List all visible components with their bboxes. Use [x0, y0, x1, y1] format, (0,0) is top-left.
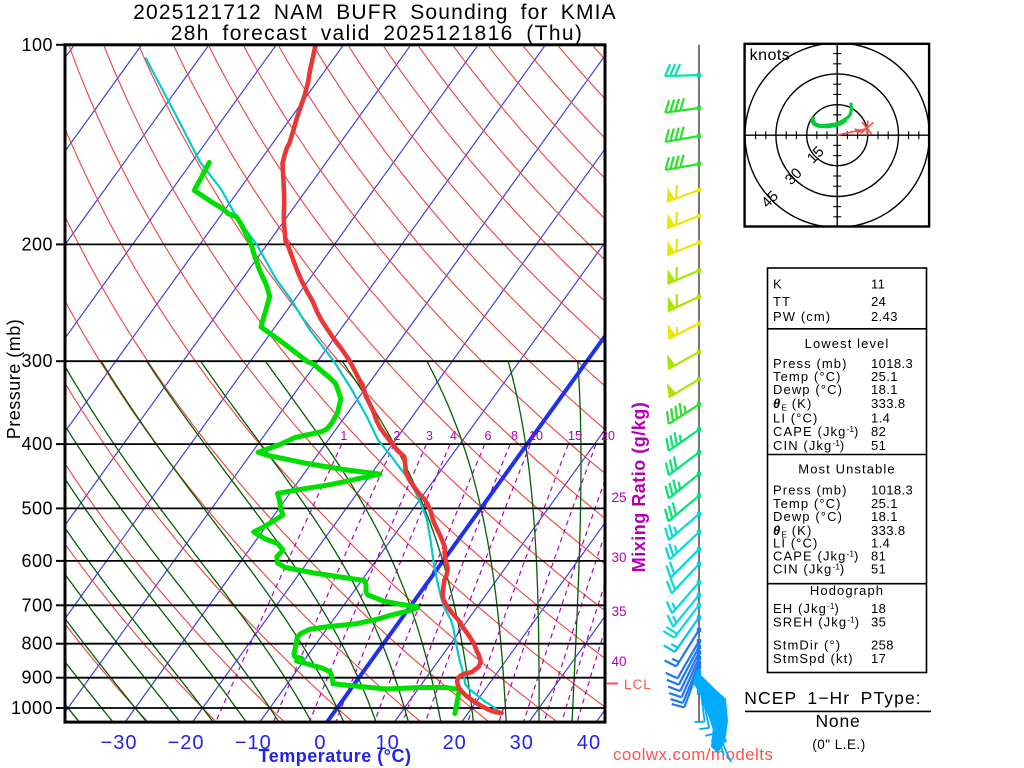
- svg-text:24: 24: [871, 294, 886, 309]
- svg-text:18.1: 18.1: [871, 509, 898, 524]
- svg-text:4: 4: [450, 429, 457, 443]
- svg-text:2: 2: [393, 429, 400, 443]
- svg-text:Temperature (°C): Temperature (°C): [259, 746, 412, 766]
- svg-text:40: 40: [611, 654, 626, 669]
- svg-text:−10: −10: [235, 732, 272, 754]
- svg-text:18.1: 18.1: [871, 382, 898, 397]
- svg-text:−20: −20: [168, 732, 205, 754]
- svg-text:Press (mb): Press (mb): [773, 482, 848, 497]
- svg-text:800: 800: [21, 634, 53, 654]
- svg-text:θE (K): θE (K): [773, 523, 812, 540]
- svg-text:20: 20: [601, 429, 615, 443]
- svg-text:258: 258: [871, 638, 894, 653]
- svg-text:StmDir (°): StmDir (°): [773, 638, 841, 653]
- svg-text:51: 51: [871, 438, 886, 453]
- svg-text:100: 100: [21, 35, 53, 55]
- svg-text:25: 25: [611, 490, 626, 505]
- svg-text:15: 15: [568, 429, 582, 443]
- svg-text:900: 900: [21, 668, 53, 688]
- svg-text:300: 300: [21, 351, 53, 371]
- svg-text:3: 3: [426, 429, 433, 443]
- svg-text:knots: knots: [750, 47, 791, 64]
- svg-text:2025121712 NAM BUFR Sounding f: 2025121712 NAM BUFR Sounding for KMIA: [133, 1, 617, 24]
- svg-text:25.1: 25.1: [871, 496, 898, 511]
- svg-text:28h forecast valid 2025121816: 28h forecast valid 2025121816 (Thu): [171, 22, 583, 45]
- svg-text:Hodograph: Hodograph: [810, 583, 884, 598]
- svg-text:600: 600: [21, 551, 53, 571]
- svg-text:500: 500: [21, 498, 53, 518]
- svg-text:17: 17: [871, 651, 886, 666]
- svg-text:10: 10: [529, 429, 543, 443]
- svg-text:Dewp (°C): Dewp (°C): [773, 509, 843, 524]
- svg-text:CIN (Jkg-1): CIN (Jkg-1): [773, 562, 845, 577]
- svg-text:1.4: 1.4: [871, 536, 890, 551]
- svg-text:1.4: 1.4: [871, 410, 890, 425]
- svg-text:coolwx.com/modelts: coolwx.com/modelts: [613, 745, 773, 764]
- svg-text:LI (°C): LI (°C): [773, 536, 818, 551]
- svg-text:1000: 1000: [11, 698, 53, 718]
- svg-text:K: K: [773, 276, 783, 291]
- svg-text:333.8: 333.8: [871, 396, 906, 411]
- svg-text:−30: −30: [101, 732, 138, 754]
- svg-text:Pressure (mb): Pressure (mb): [4, 319, 24, 440]
- svg-text:35: 35: [611, 604, 626, 619]
- svg-text:Most Unstable: Most Unstable: [798, 461, 895, 476]
- svg-text:LCL: LCL: [624, 677, 652, 692]
- svg-text:400: 400: [21, 434, 53, 454]
- svg-text:CIN (Jkg-1): CIN (Jkg-1): [773, 438, 845, 453]
- svg-text:11: 11: [871, 276, 885, 291]
- svg-text:35: 35: [871, 615, 886, 630]
- svg-text:6: 6: [485, 429, 492, 443]
- svg-text:Press (mb): Press (mb): [773, 356, 848, 371]
- svg-text:82: 82: [871, 424, 886, 439]
- svg-text:25.1: 25.1: [871, 369, 898, 384]
- svg-text:2.43: 2.43: [871, 309, 898, 324]
- svg-text:CAPE (Jkg-1): CAPE (Jkg-1): [773, 549, 859, 564]
- svg-text:1: 1: [340, 429, 347, 443]
- svg-text:51: 51: [871, 562, 886, 577]
- svg-text:1018.3: 1018.3: [871, 482, 913, 497]
- svg-text:Lowest level: Lowest level: [805, 336, 890, 351]
- svg-text:81: 81: [871, 549, 886, 564]
- svg-text:LI (°C): LI (°C): [773, 410, 818, 425]
- svg-text:40: 40: [577, 732, 601, 754]
- svg-text:700: 700: [21, 595, 53, 615]
- svg-text:200: 200: [21, 234, 53, 254]
- svg-text:(0" L.E.): (0" L.E.): [812, 737, 866, 752]
- svg-text:SREH (Jkg-1): SREH (Jkg-1): [773, 615, 860, 630]
- svg-text:20: 20: [443, 732, 467, 754]
- svg-text:EH (Jkg-1): EH (Jkg-1): [773, 601, 840, 616]
- svg-text:Temp (°C): Temp (°C): [773, 369, 842, 384]
- svg-text:TT: TT: [773, 294, 791, 309]
- svg-text:CAPE (Jkg-1): CAPE (Jkg-1): [773, 424, 859, 439]
- svg-text:Dewp (°C): Dewp (°C): [773, 382, 843, 397]
- svg-text:8: 8: [511, 429, 518, 443]
- svg-text:StmSpd (kt): StmSpd (kt): [773, 651, 854, 666]
- svg-text:30: 30: [611, 550, 626, 565]
- svg-text:Mixing Ratio (g/kg): Mixing Ratio (g/kg): [629, 402, 649, 573]
- svg-text:Temp (°C): Temp (°C): [773, 496, 842, 511]
- svg-text:30: 30: [510, 732, 534, 754]
- svg-text:NCEP 1−Hr PType:: NCEP 1−Hr PType:: [744, 688, 922, 708]
- svg-text:None: None: [815, 711, 860, 731]
- svg-text:18: 18: [871, 601, 886, 616]
- svg-text:10: 10: [375, 732, 399, 754]
- svg-text:0: 0: [314, 732, 326, 754]
- svg-text:1018.3: 1018.3: [871, 356, 913, 371]
- svg-text:θE (K): θE (K): [773, 396, 812, 413]
- svg-text:333.8: 333.8: [871, 523, 906, 538]
- svg-text:PW (cm): PW (cm): [773, 309, 831, 324]
